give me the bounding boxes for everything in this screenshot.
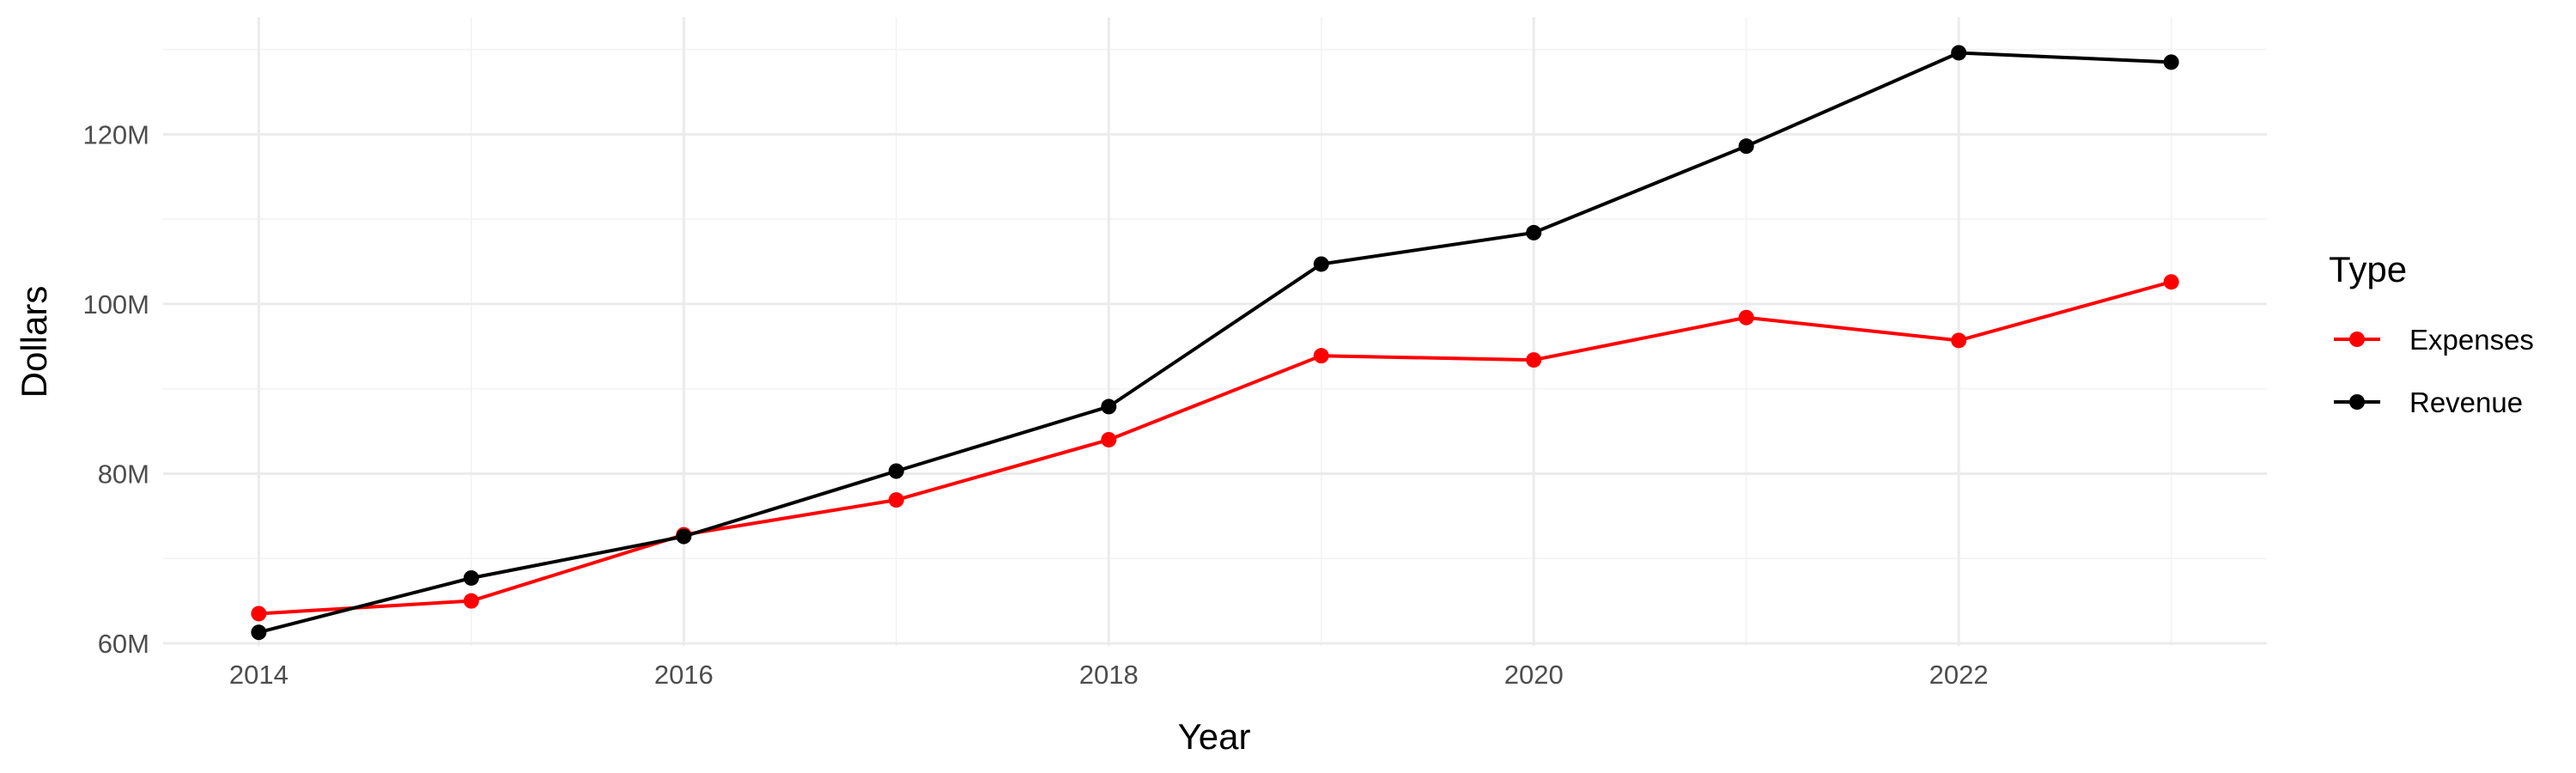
series-lines: [251, 45, 2179, 641]
expenses-point: [463, 593, 479, 609]
legend-title: Type: [2329, 249, 2407, 289]
legend-label: Expenses: [2409, 324, 2534, 356]
x-tick-label: 2020: [1504, 660, 1564, 690]
x-axis-tick-labels: 2014 2016 2018 2020 2022: [229, 660, 1989, 690]
grid-lines: [163, 17, 2267, 646]
legend-label: Revenue: [2409, 386, 2523, 418]
revenue-point: [1313, 256, 1329, 272]
revenue-point: [1951, 45, 1967, 61]
expenses-point: [1526, 352, 1542, 368]
series-expenses: [251, 274, 2179, 622]
y-axis-tick-labels: 60M 80M 100M 120M: [82, 119, 149, 659]
revenue-point: [251, 624, 267, 641]
y-tick-label: 100M: [82, 289, 149, 320]
revenue-point: [1101, 399, 1117, 415]
x-tick-label: 2016: [654, 660, 714, 690]
expenses-point: [1738, 309, 1754, 326]
x-tick-label: 2014: [229, 660, 289, 690]
expenses-point: [1101, 431, 1117, 447]
y-tick-label: 120M: [82, 119, 149, 149]
series-revenue: [251, 45, 2179, 641]
expenses-line: [258, 280, 2172, 616]
expenses-point: [2163, 274, 2179, 290]
legend-item-revenue: Revenue: [2334, 386, 2523, 418]
expenses-point: [1313, 348, 1329, 364]
legend-item-expenses: Expenses: [2334, 324, 2534, 356]
revenue-point: [463, 569, 479, 586]
revenue-point: [888, 463, 904, 479]
legend: Type Expenses Revenue: [2329, 249, 2534, 418]
legend-key-point: [2349, 394, 2365, 410]
revenue-line: [258, 51, 2172, 635]
y-tick-label: 60M: [98, 629, 149, 659]
x-axis-title: Year: [1178, 716, 1251, 757]
x-tick-label: 2018: [1079, 660, 1139, 690]
expenses-point: [1951, 332, 1967, 349]
revenue-point: [2163, 54, 2179, 70]
revenue-point: [1738, 138, 1754, 155]
y-axis-title: Dollars: [14, 286, 54, 399]
x-tick-label: 2022: [1929, 660, 1989, 690]
y-tick-label: 80M: [98, 459, 149, 489]
expenses-point: [888, 492, 904, 508]
revenue-point: [1526, 224, 1542, 240]
expenses-point: [251, 606, 267, 622]
revenue-point: [676, 528, 692, 545]
legend-key-point: [2349, 332, 2365, 347]
